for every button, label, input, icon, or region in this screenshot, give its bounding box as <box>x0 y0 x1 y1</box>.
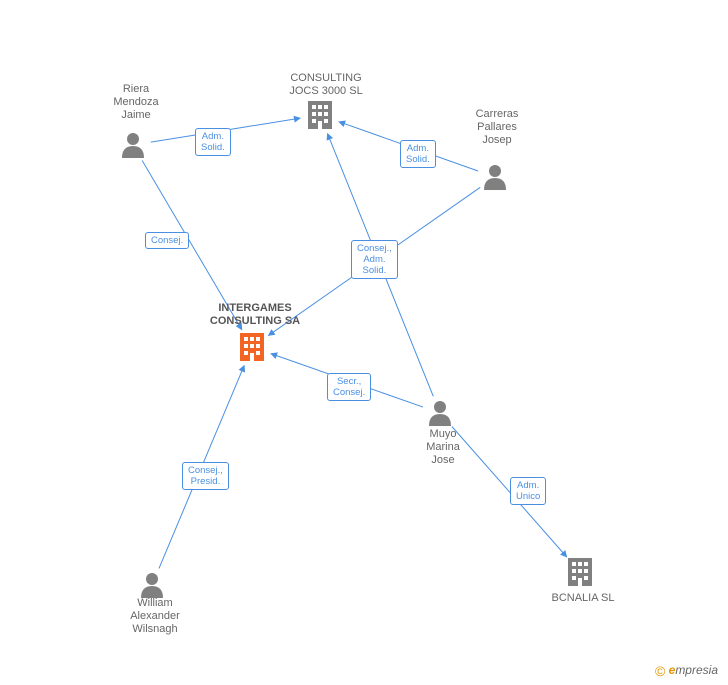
edge-label: Secr., Consej. <box>327 373 371 401</box>
edge-label: Adm. Unico <box>510 477 546 505</box>
copyright-footer: © empresia <box>655 663 718 679</box>
building-icon <box>308 101 332 129</box>
person-icon <box>484 165 506 190</box>
brand-name: empresia <box>669 663 718 677</box>
edge-label: Adm. Solid. <box>195 128 231 156</box>
building-icon <box>240 333 264 361</box>
copyright-symbol: © <box>655 663 665 679</box>
person-icon <box>429 401 451 426</box>
edge-label: Consej., Presid. <box>182 462 229 490</box>
edge-label: Adm. Solid. <box>400 140 436 168</box>
building-icon <box>568 558 592 586</box>
network-canvas <box>0 0 728 685</box>
edge-label: Consej. <box>145 232 189 249</box>
edge-label: Consej., Adm. Solid. <box>351 240 398 279</box>
person-icon <box>122 133 144 158</box>
person-icon <box>141 573 163 598</box>
